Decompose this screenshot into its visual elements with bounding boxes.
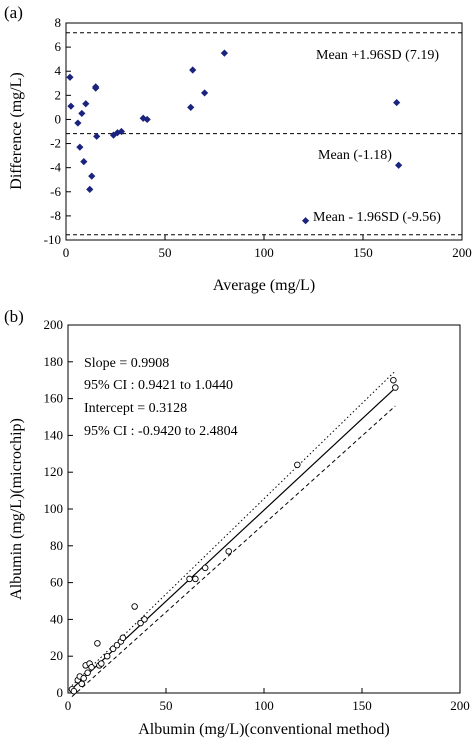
x-tick-label: 100 bbox=[254, 245, 274, 260]
data-point bbox=[80, 675, 87, 682]
data-point bbox=[395, 161, 403, 169]
confidence-band-line bbox=[71, 370, 396, 686]
data-point bbox=[220, 49, 228, 57]
x-tick-label: 0 bbox=[63, 245, 70, 260]
y-tick-label: 0 bbox=[55, 111, 62, 126]
data-point bbox=[137, 619, 144, 627]
data-point bbox=[201, 89, 209, 97]
y-tick-label: 80 bbox=[50, 538, 63, 553]
y-tick-label: -10 bbox=[44, 232, 61, 247]
panel-a-label: (a) bbox=[4, 3, 23, 22]
data-point bbox=[88, 663, 95, 671]
data-point bbox=[390, 376, 397, 384]
data-point bbox=[74, 119, 82, 127]
y-tick-label: 180 bbox=[44, 354, 64, 369]
data-point bbox=[103, 652, 111, 660]
y-tick-label: 0 bbox=[57, 685, 64, 700]
panel-a-x-axis-label: Average (mg/L) bbox=[213, 277, 315, 294]
data-point bbox=[294, 461, 301, 469]
data-point bbox=[66, 73, 74, 81]
x-tick-label: 200 bbox=[452, 245, 472, 260]
panel-a-x-ticks: 0 50 100 150 200 bbox=[63, 235, 472, 260]
data-point bbox=[76, 143, 84, 151]
panel-b-label: (b) bbox=[4, 307, 24, 326]
data-point bbox=[192, 575, 199, 583]
data-point bbox=[86, 185, 94, 193]
y-tick-label: 60 bbox=[50, 575, 63, 590]
data-point bbox=[201, 564, 209, 572]
data-point bbox=[113, 641, 121, 649]
y-tick-label: -4 bbox=[50, 160, 61, 175]
data-point bbox=[78, 680, 85, 688]
data-point bbox=[186, 575, 193, 583]
data-point bbox=[88, 172, 96, 180]
data-point bbox=[143, 115, 151, 124]
panel-a-upper-limit-label: Mean +1.96SD (7.19) bbox=[316, 48, 439, 63]
data-point bbox=[189, 66, 197, 74]
panel-b-points bbox=[68, 376, 399, 695]
panel-b-slope-ci: 95% CI : 0.9421 to 1.0440 bbox=[84, 378, 233, 393]
data-point bbox=[98, 660, 105, 667]
y-tick-label: 20 bbox=[50, 648, 63, 663]
panel-a-lower-limit-label: Mean - 1.96SD (-9.56) bbox=[313, 210, 441, 225]
data-point bbox=[187, 103, 195, 111]
data-point bbox=[117, 127, 126, 136]
y-tick-label: 8 bbox=[55, 15, 62, 30]
panel-b-slope: Slope = 0.9908 bbox=[84, 356, 169, 371]
x-tick-label: 100 bbox=[254, 698, 274, 713]
data-point bbox=[93, 132, 101, 140]
panel-b-y-axis-label: Albumin (mg/L)(microchip) bbox=[8, 418, 25, 600]
x-tick-label: 150 bbox=[353, 245, 373, 260]
data-point bbox=[109, 645, 117, 653]
y-tick-label: 140 bbox=[44, 427, 64, 442]
y-tick-label: 120 bbox=[44, 464, 64, 479]
y-tick-label: -6 bbox=[50, 184, 61, 199]
panel-b-intercept-ci: 95% CI : -0.9420 to 2.4804 bbox=[84, 424, 238, 439]
data-point bbox=[80, 158, 88, 166]
y-tick-label: -2 bbox=[50, 136, 61, 151]
data-point bbox=[131, 603, 138, 610]
x-tick-label: 200 bbox=[450, 698, 470, 713]
data-point bbox=[392, 384, 399, 391]
data-point bbox=[84, 669, 91, 677]
x-tick-label: 50 bbox=[159, 245, 172, 260]
confidence-band-line bbox=[71, 405, 396, 698]
data-point bbox=[92, 84, 100, 92]
y-tick-label: 4 bbox=[55, 63, 62, 78]
panel-b-intercept: Intercept = 0.3128 bbox=[84, 401, 187, 416]
x-tick-label: 150 bbox=[352, 698, 372, 713]
data-point bbox=[225, 548, 232, 555]
data-point bbox=[94, 640, 101, 647]
y-tick-label: 200 bbox=[44, 317, 64, 332]
panel-a-mean-label: Mean (-1.18) bbox=[318, 148, 392, 163]
y-tick-label: 2 bbox=[55, 87, 62, 102]
y-tick-label: 40 bbox=[50, 611, 63, 626]
y-tick-label: 6 bbox=[55, 39, 62, 54]
panel-a-y-ticks: 8 6 4 2 0 -2 -4 -6 -8 -10 bbox=[44, 15, 71, 247]
data-point bbox=[119, 634, 127, 642]
panel-a-plot: 8 6 4 2 0 -2 -4 -6 -8 -10 0 50 100 150 200 Mean +1.96… bbox=[44, 15, 472, 260]
panel-b-x-ticks: 0 50 100 150 200 bbox=[65, 688, 470, 713]
panel-a-reference-lines bbox=[66, 32, 462, 236]
panel-a-points bbox=[66, 49, 403, 225]
y-tick-label: 160 bbox=[44, 391, 64, 406]
data-point bbox=[393, 98, 401, 107]
y-tick-label: -8 bbox=[50, 208, 61, 223]
y-tick-label: 100 bbox=[44, 501, 64, 516]
data-point bbox=[141, 616, 148, 623]
x-tick-label: 0 bbox=[65, 698, 72, 713]
data-point bbox=[67, 102, 75, 110]
data-point bbox=[70, 687, 78, 695]
data-point bbox=[301, 217, 310, 225]
data-point bbox=[82, 100, 90, 108]
panel-a-y-axis-label: Difference (mg/L) bbox=[8, 72, 25, 189]
panel-b-x-axis-label: Albumin (mg/L)(conventional method) bbox=[138, 721, 390, 738]
x-tick-label: 50 bbox=[160, 698, 173, 713]
panel-b-fit-lines bbox=[71, 370, 396, 698]
data-point bbox=[78, 109, 86, 118]
